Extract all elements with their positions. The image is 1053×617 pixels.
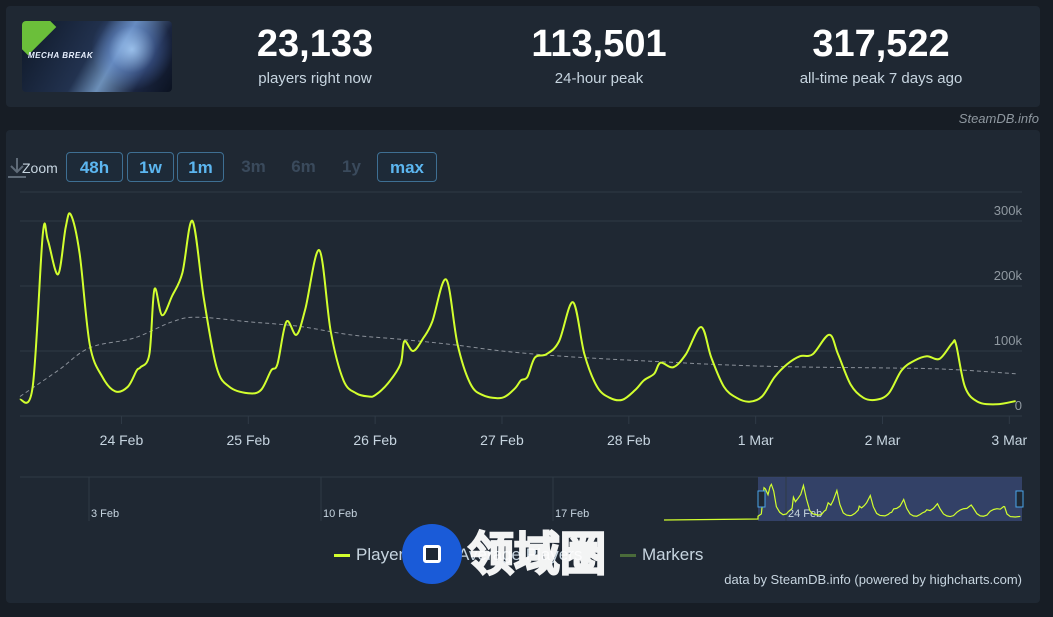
zoom-max-button[interactable]: max <box>377 152 437 182</box>
zoom-label: Zoom <box>22 160 58 176</box>
stat-label: 24-hour peak <box>554 70 644 87</box>
stat-all-time-peak: 317,522 all-time peak 7 days ago <box>778 24 984 87</box>
stat-label: players right now <box>258 70 372 87</box>
source-credit[interactable]: data by SteamDB.info (powered by highcha… <box>724 572 1022 587</box>
x-tick-label: 25 Feb <box>227 432 271 448</box>
navigator-line <box>663 482 1021 521</box>
x-axis-labels: 24 Feb 25 Feb 26 Feb 27 Feb 28 Feb 1 Mar 2 Mar… <box>100 416 1028 448</box>
x-tick-label: 26 Feb <box>353 432 397 448</box>
stat-24h-peak: 113,501 24-hour peak <box>504 24 694 87</box>
markers-swatch <box>620 554 636 558</box>
thumbnail-art <box>92 21 172 92</box>
x-tick-label: 1 Mar <box>738 432 774 448</box>
grid-lines <box>20 191 1022 417</box>
watermark-logo-icon <box>402 524 462 584</box>
navigator-tick-label: 24 Feb <box>788 508 822 520</box>
stat-value: 113,501 <box>531 23 667 65</box>
y-tick-label: 200k <box>994 268 1023 283</box>
players-line[interactable] <box>19 212 1016 406</box>
players-series[interactable] <box>19 212 1016 406</box>
navigator-right-handle[interactable] <box>1015 490 1024 508</box>
steamdb-credit[interactable]: SteamDB.info <box>958 111 1039 126</box>
x-tick-label: 24 Feb <box>100 432 144 448</box>
legend-markers[interactable]: Markers <box>620 545 703 565</box>
navigator[interactable]: 3 Feb 10 Feb 17 Feb 24 Feb <box>20 476 1024 521</box>
zoom-1m-button[interactable]: 1m <box>177 152 224 182</box>
game-logo: MECHA BREAK <box>28 51 94 60</box>
download-icon[interactable] <box>6 156 28 180</box>
navigator-left-handle[interactable] <box>757 490 766 508</box>
x-tick-label: 28 Feb <box>607 432 651 448</box>
y-tick-label: 0 <box>1015 398 1022 413</box>
zoom-1y-button[interactable]: 1y <box>342 157 361 176</box>
legend-players[interactable]: Players <box>334 545 413 565</box>
stat-value: 317,522 <box>812 23 950 65</box>
legend-label: Markers <box>642 545 704 564</box>
stat-value: 23,133 <box>256 23 374 65</box>
navigator-tick-label: 17 Feb <box>555 508 589 520</box>
zoom-48h-button[interactable]: 48h <box>66 152 123 182</box>
watermark-text: 领域圈 <box>467 526 607 582</box>
legend-label: Players <box>356 545 413 564</box>
players-swatch <box>334 554 350 558</box>
chart-panel: Zoom 48h 1w 1m 3m 6m 1y max 0 100k 200k 300… <box>6 130 1040 603</box>
x-tick-label: 3 Mar <box>991 432 1027 448</box>
zoom-1w-button[interactable]: 1w <box>127 152 174 182</box>
stat-current-players: 23,133 players right now <box>232 24 398 87</box>
x-tick-label: 2 Mar <box>865 432 901 448</box>
navigator-tick-label: 3 Feb <box>91 508 119 520</box>
header-panel: MECHA BREAK 23,133 players right now 113… <box>6 6 1040 107</box>
legend-label: Average Players <box>458 545 583 564</box>
y-tick-label: 100k <box>994 333 1023 348</box>
zoom-3m-button[interactable]: 3m <box>241 157 266 176</box>
game-thumbnail[interactable]: MECHA BREAK <box>22 21 172 92</box>
players-chart[interactable]: 0 100k 200k 300k 24 Feb 25 Feb 26 Feb 27 Feb 28… <box>6 130 1040 603</box>
watermark: 领域圈 <box>402 524 652 584</box>
y-axis-labels: 0 100k 200k 300k <box>994 203 1023 413</box>
navigator-tick-label: 10 Feb <box>323 508 357 520</box>
x-tick-label: 27 Feb <box>480 432 524 448</box>
stat-label: all-time peak 7 days ago <box>799 70 963 87</box>
y-tick-label: 300k <box>994 203 1023 218</box>
zoom-6m-button[interactable]: 6m <box>291 157 316 176</box>
